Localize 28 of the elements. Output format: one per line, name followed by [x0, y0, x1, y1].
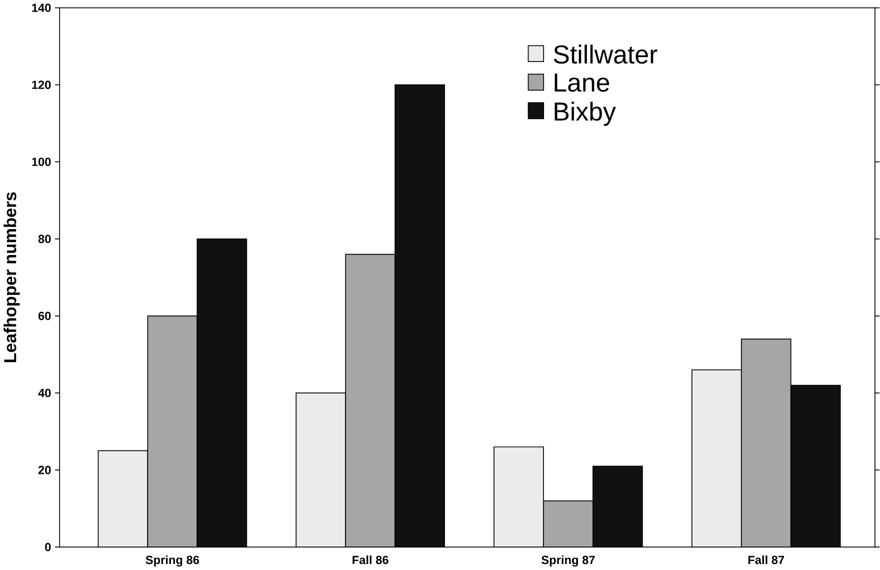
y-tick-label: 120	[32, 80, 51, 89]
x-tick-label: Spring 86	[146, 555, 200, 566]
y-tick-label: 80	[38, 234, 51, 244]
x-tick-label: Fall 87	[748, 555, 784, 564]
y-tick-label: 0	[45, 542, 51, 552]
y-tick-label: 60	[38, 312, 51, 320]
bar	[790, 384, 841, 547]
bar	[296, 392, 346, 547]
x-tick-label: Spring 87	[542, 555, 595, 566]
legend-label: Lane	[554, 74, 610, 92]
bar	[740, 338, 792, 547]
bar	[543, 500, 594, 547]
y-axis-title: Leafhopper numbers	[4, 192, 20, 362]
bar	[148, 316, 198, 547]
bar	[197, 238, 247, 547]
x-tick-label: Fall 86	[352, 555, 388, 564]
bar	[592, 466, 643, 547]
bar	[494, 446, 544, 547]
legend-label: Stillwater	[554, 44, 658, 64]
bar	[98, 450, 148, 547]
y-tick-label: 140	[32, 4, 51, 12]
bar	[691, 369, 742, 547]
y-tick-label: 100	[32, 158, 51, 166]
y-tick-label: 20	[38, 466, 51, 474]
y-tick-label: 40	[38, 388, 51, 398]
bar	[345, 254, 396, 547]
bar	[394, 84, 445, 547]
legend-label: Bixby	[554, 102, 616, 126]
